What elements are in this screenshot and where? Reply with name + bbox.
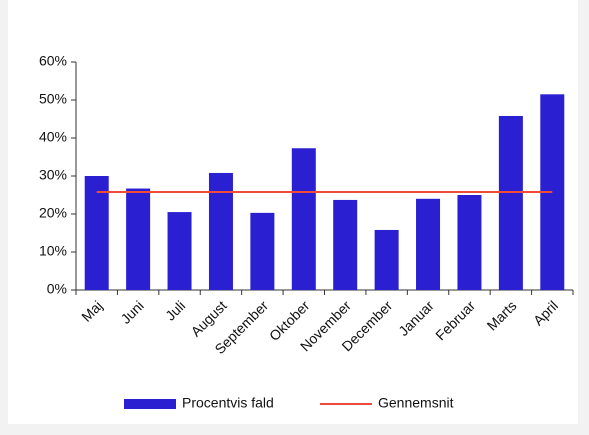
bar (250, 212, 275, 290)
y-tick-label: 20% (39, 205, 67, 221)
bar (84, 176, 109, 290)
y-tick-label: 0% (47, 281, 67, 297)
bar (291, 148, 316, 290)
legend-label: Gennemsnit (378, 395, 454, 411)
y-tick-label: 10% (39, 243, 67, 259)
bar (333, 199, 358, 290)
bar (126, 188, 151, 290)
bar (457, 195, 482, 290)
bar (374, 229, 399, 290)
bar (416, 198, 441, 290)
y-tick-label: 30% (39, 167, 67, 183)
legend-label: Procentvis fald (182, 395, 274, 411)
bar (498, 115, 523, 291)
y-tick-label: 50% (39, 91, 67, 107)
bar (167, 212, 192, 290)
y-tick-label: 40% (39, 129, 67, 145)
bar (208, 172, 233, 290)
legend-swatch (124, 399, 176, 409)
y-tick-label: 60% (39, 53, 67, 69)
